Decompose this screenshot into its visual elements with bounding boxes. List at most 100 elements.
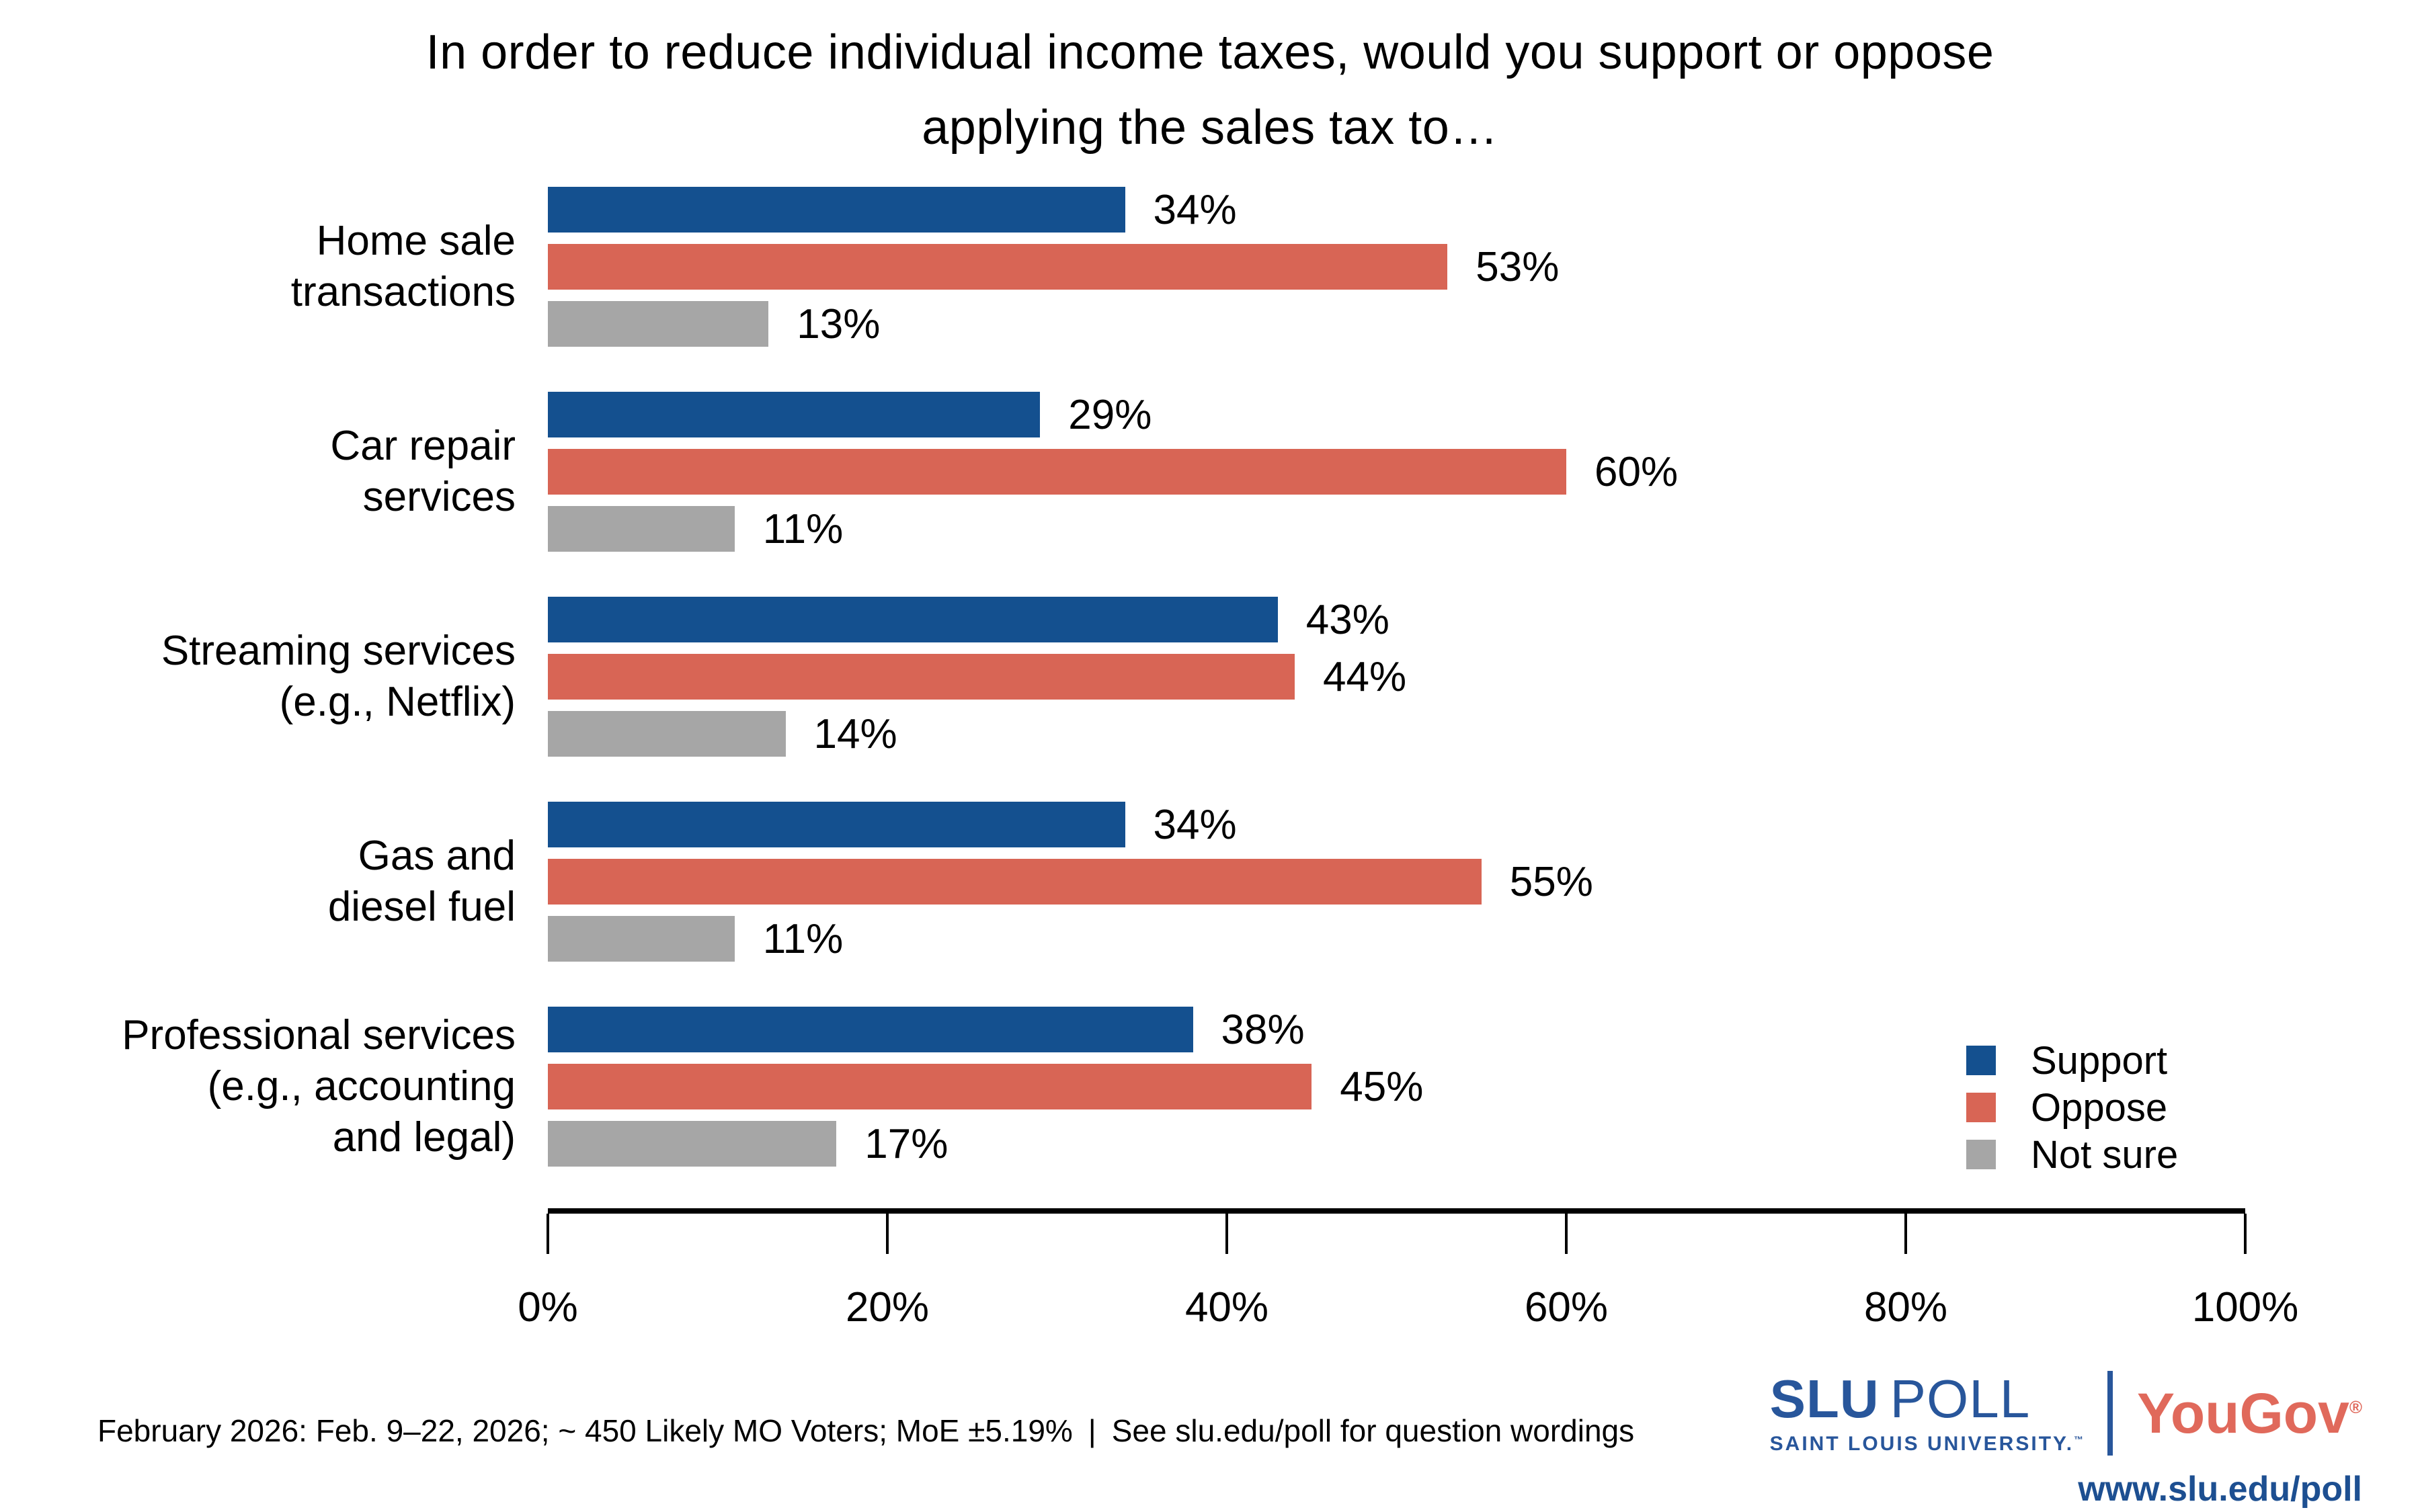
axis-tick-label: 0% <box>518 1284 578 1331</box>
bar-support <box>548 597 1278 642</box>
bar-row-support: 38% <box>548 1006 2245 1053</box>
bar-row-not-sure: 13% <box>548 301 2245 347</box>
axis-tick <box>1904 1214 1907 1254</box>
bar-value-label: 34% <box>1153 801 1237 848</box>
category-label-line: transactions <box>290 269 516 315</box>
category-label: Home sale transactions <box>0 216 548 318</box>
category-label: Professional services (e.g., accounting an… <box>0 1010 548 1163</box>
bar-row-oppose: 55% <box>548 859 2245 905</box>
category-label-line: (e.g., accounting <box>207 1063 516 1109</box>
category-label: Gas and diesel fuel <box>0 831 548 933</box>
bar-value-label: 38% <box>1221 1006 1305 1053</box>
bar-oppose <box>548 859 1482 905</box>
bar-row-support: 43% <box>548 596 2245 643</box>
bar-not-sure <box>548 711 786 757</box>
branding-logos-row: SLU POLL SAINT LOUIS UNIVERSITY.™ YouGov® <box>1770 1371 2362 1456</box>
bar-value-label: 11% <box>762 915 844 962</box>
category-label-line: and legal) <box>332 1114 516 1161</box>
logo-divider <box>2107 1371 2113 1456</box>
bar-value-label: 43% <box>1305 596 1389 643</box>
legend: Support Oppose Not sure <box>1966 1039 2179 1182</box>
axis-tick <box>886 1214 889 1254</box>
category-label-line: services <box>362 474 516 520</box>
slu-poll-logo: SLU POLL SAINT LOUIS UNIVERSITY.™ <box>1770 1371 2083 1456</box>
bar-support <box>548 187 1125 233</box>
legend-label: Not sure <box>2031 1132 2179 1177</box>
bar-support <box>548 1007 1193 1052</box>
bar-value-label: 11% <box>762 505 844 552</box>
bar-support <box>548 802 1125 847</box>
bar-oppose <box>548 654 1295 700</box>
bar-value-label: 34% <box>1153 186 1237 233</box>
saint-louis-university-text: SAINT LOUIS UNIVERSITY.™ <box>1770 1433 2083 1456</box>
category-label-line: Home sale <box>316 218 516 264</box>
chart-title-line2: applying the sales tax to… <box>922 101 1498 155</box>
axis-tick-label: 80% <box>1863 1284 1948 1331</box>
bar-rows: 34% 53% 13% <box>548 187 2245 347</box>
category-label-line: Car repair <box>330 423 516 469</box>
legend-swatch-support <box>1966 1046 1996 1075</box>
bar-row-support: 34% <box>548 801 2245 848</box>
bar-value-label: 44% <box>1323 653 1407 700</box>
bar-value-label: 13% <box>797 300 881 347</box>
yougov-logo: YouGov® <box>2137 1371 2362 1456</box>
bar-group: Streaming services (e.g., Netflix) 43% 44% 1… <box>0 597 2245 757</box>
axis-tick-label: 20% <box>845 1284 930 1331</box>
bar-value-label: 17% <box>864 1120 949 1167</box>
branding: SLU POLL SAINT LOUIS UNIVERSITY.™ YouGov®… <box>1770 1371 2362 1509</box>
footer-note: February 2026: Feb. 9–22, 2026; ~ 450 Li… <box>97 1413 1635 1448</box>
yougov-text: YouGov <box>2137 1381 2349 1445</box>
legend-swatch-not-sure <box>1966 1140 1996 1169</box>
axis-tick <box>1565 1214 1568 1254</box>
bar-row-not-sure: 14% <box>548 711 2245 757</box>
bar-rows: 29% 60% 11% <box>548 392 2245 552</box>
axis-tick <box>547 1214 549 1254</box>
trademark-symbol: ™ <box>2074 1434 2084 1445</box>
category-label-line: Gas and <box>358 833 516 879</box>
poll-text: POLL <box>1890 1369 2031 1429</box>
bar-group: Professional services (e.g., accounting an… <box>0 1007 2245 1167</box>
chart-title: In order to reduce individual income tax… <box>0 15 2420 165</box>
category-label-line: Professional services <box>122 1012 516 1058</box>
axis-tick-label: 60% <box>1524 1284 1609 1331</box>
bar-oppose <box>548 244 1448 290</box>
bar-row-support: 34% <box>548 187 2245 233</box>
bar-group: Gas and diesel fuel 34% 55% 11% <box>0 802 2245 962</box>
category-label-line: Streaming services <box>161 628 516 674</box>
bar-not-sure <box>548 1121 837 1167</box>
axis-tick-label: 100% <box>2191 1284 2299 1331</box>
bar-oppose <box>548 1064 1312 1109</box>
bar-value-label: 55% <box>1509 858 1593 905</box>
legend-swatch-oppose <box>1966 1093 1996 1122</box>
category-label-line: (e.g., Netflix) <box>279 679 516 725</box>
bar-row-oppose: 45% <box>548 1064 2245 1110</box>
university-text: SAINT LOUIS UNIVERSITY. <box>1769 1433 2074 1455</box>
bar-chart: Home sale transactions 34% 53% 13% Car repair… <box>0 187 2245 1212</box>
registered-symbol: ® <box>2349 1396 2362 1417</box>
category-label: Car repair services <box>0 421 548 523</box>
bar-value-label: 29% <box>1068 391 1152 438</box>
bar-row-support: 29% <box>548 391 2245 438</box>
bar-group: Home sale transactions 34% 53% 13% <box>0 187 2245 347</box>
axis-tick-label: 40% <box>1184 1284 1269 1331</box>
slu-poll-url: www.slu.edu/poll <box>2078 1470 2362 1509</box>
bar-value-label: 60% <box>1595 448 1679 495</box>
bar-row-not-sure: 17% <box>548 1121 2245 1167</box>
axis-tick <box>2244 1214 2247 1254</box>
bar-rows: 38% 45% 17% <box>548 1007 2245 1167</box>
slu-poll-wordmark: SLU POLL <box>1770 1371 2083 1427</box>
axis-tick <box>1225 1214 1228 1254</box>
bar-row-not-sure: 11% <box>548 506 2245 552</box>
bar-oppose <box>548 449 1566 495</box>
bar-row-oppose: 44% <box>548 654 2245 700</box>
chart-title-line1: In order to reduce individual income tax… <box>426 26 1994 79</box>
bar-not-sure <box>548 506 735 552</box>
bar-value-label: 53% <box>1476 243 1560 290</box>
bar-rows: 43% 44% 14% <box>548 597 2245 757</box>
legend-item-support: Support <box>1966 1039 2178 1083</box>
bar-row-oppose: 60% <box>548 449 2245 495</box>
bar-row-oppose: 53% <box>548 244 2245 290</box>
slu-text: SLU <box>1769 1369 1880 1429</box>
category-label-line: diesel fuel <box>327 884 516 930</box>
